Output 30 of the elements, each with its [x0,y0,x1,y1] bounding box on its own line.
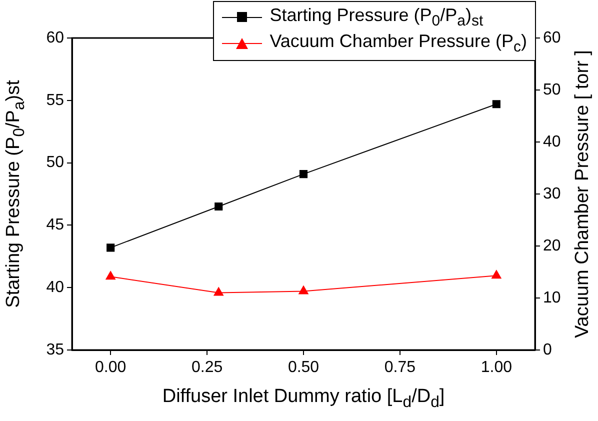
y2-tick-label: 0 [543,341,552,358]
y2-tick-label: 60 [543,29,561,46]
point [106,244,115,252]
y-tick-label: 55 [46,92,64,109]
y2-tick-label: 10 [543,289,561,306]
x-tick-label: 0.00 [95,359,126,376]
legend-label: Vacuum Chamber Pressure (P$_{c}$) [270,30,527,56]
point [214,287,224,296]
x-tick-label: 0.25 [191,359,223,376]
x-tick-label: 0.50 [288,359,320,376]
x-axis-title: Diffuser Inlet Dummy ratio [L$_{d}$/D$_{d}$] [161,386,446,412]
y2-tick-label: 20 [543,237,561,254]
point [299,170,308,178]
y-tick-label: 40 [46,279,64,296]
y-tick-label: 35 [46,341,64,358]
point [492,270,502,279]
y-tick-label: 50 [46,154,64,172]
x-tick-label: 1.00 [480,359,512,376]
point [298,286,308,294]
legend-label: Starting Pressure (P$_{0}$/P$_{a}$)$_{st}$ [270,4,484,30]
y2-tick-label: 40 [543,133,561,150]
point [214,202,223,211]
y2-axis-title: Vacuum Chamber Pressure [ torr ] [572,50,594,338]
point [492,100,500,108]
y2-tick-label: 50 [543,81,561,98]
point [106,271,116,280]
y-tick-label: 60 [46,29,64,46]
x-tick-label: 0.75 [384,359,416,376]
y-tick-label: 45 [46,216,64,234]
y2-tick-label: 30 [543,185,561,202]
